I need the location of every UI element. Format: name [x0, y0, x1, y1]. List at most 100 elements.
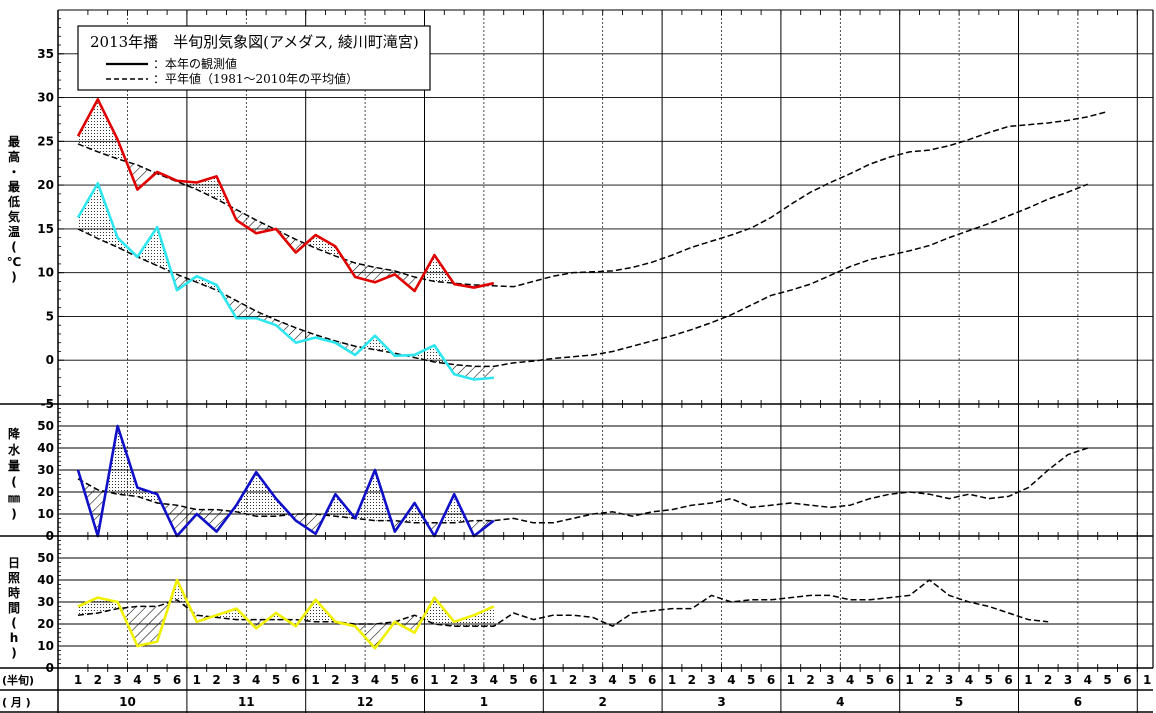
pentad-label: 3	[707, 673, 715, 687]
pentad-label: 6	[529, 673, 537, 687]
pentad-label: 4	[371, 673, 379, 687]
below-normal-fill	[375, 267, 395, 283]
precip-axis-title: (	[11, 475, 16, 489]
pentad-label: 2	[1044, 673, 1052, 687]
pentad-label: 4	[133, 673, 141, 687]
y-tick-label: 0	[46, 353, 54, 367]
precip-axis-title: 降	[8, 426, 21, 441]
pentad-label: 1	[668, 673, 676, 687]
above-normal-fill	[78, 597, 98, 616]
pentad-label: 4	[965, 673, 973, 687]
pentad-label: 4	[727, 673, 735, 687]
pentad-label: 5	[747, 673, 755, 687]
temp-axis-title: 最	[8, 135, 21, 149]
month-label: 4	[836, 695, 844, 709]
pentad-label: 6	[767, 673, 775, 687]
y-tick-label: 30	[37, 91, 54, 105]
pentad-label: 2	[569, 673, 577, 687]
temp-axis-title: (	[11, 240, 16, 254]
above-normal-fill	[78, 183, 98, 239]
temp-axis-title: ・	[8, 165, 20, 179]
min-temp-normal-line	[77, 183, 1089, 368]
month-label: 1	[480, 695, 488, 709]
pentad-label: 1	[311, 673, 319, 687]
y-tick-label: 20	[37, 485, 54, 499]
pentad-label: 4	[608, 673, 616, 687]
pentad-label: 1	[1024, 673, 1032, 687]
pentad-label: 3	[589, 673, 597, 687]
pentad-label: 1	[193, 673, 201, 687]
pentad-label: 4	[846, 673, 854, 687]
y-tick-label: 50	[37, 551, 54, 565]
pentad-label: 2	[450, 673, 458, 687]
pentad-label: 5	[866, 673, 874, 687]
y-tick-label: 35	[37, 47, 54, 61]
precip-normal-line	[77, 447, 1089, 524]
month-label: 12	[357, 695, 374, 709]
pentad-label: 3	[113, 673, 121, 687]
month-label: 10	[119, 695, 136, 709]
temp-axis-title: 気	[8, 209, 20, 224]
y-tick-label: 40	[37, 573, 54, 587]
below-normal-fill	[177, 505, 197, 536]
temp-axis-title: 温	[8, 225, 20, 239]
pentad-label: 5	[272, 673, 280, 687]
below-normal-fill	[295, 514, 316, 534]
y-tick-label: 25	[37, 134, 54, 148]
pentad-label: 5	[391, 673, 399, 687]
sunshine-line	[77, 578, 495, 650]
y-tick-label: 40	[37, 441, 54, 455]
temp-axis-title: ℃	[7, 255, 22, 269]
sun-axis-title: )	[11, 646, 16, 660]
y-tick-label: 10	[37, 639, 54, 653]
temp-axis-title: 高	[8, 149, 20, 164]
series-lines	[76, 98, 1108, 650]
legend-observed-label: ：本年の観測値	[153, 56, 237, 71]
pentad-label: 2	[925, 673, 933, 687]
pentad-label: 5	[1103, 673, 1111, 687]
pentad-label: 6	[1123, 673, 1131, 687]
pentad-label: 1	[905, 673, 913, 687]
pentad-label: 3	[945, 673, 953, 687]
x-row2-label: ( 月 )	[2, 696, 31, 709]
month-label: 2	[599, 695, 607, 709]
chart-title: 2013年播 半旬別気象図(アメダス, 綾川町滝宮)	[90, 33, 419, 51]
month-label: 5	[955, 695, 963, 709]
precip-axis-title: 量	[8, 459, 20, 473]
below-normal-fill	[394, 615, 415, 633]
y-tick-label: 30	[37, 595, 54, 609]
pentad-label: 3	[470, 673, 478, 687]
precip-axis-title: 水	[8, 442, 21, 457]
pentad-label: 5	[628, 673, 636, 687]
below-normal-fill	[236, 209, 257, 234]
pentad-label: 3	[826, 673, 834, 687]
sun-axis-title: 日	[8, 556, 20, 570]
pentad-label: 4	[252, 673, 260, 687]
above-normal-fill	[97, 99, 118, 159]
above-normal-fill	[315, 235, 336, 257]
min-temp-line	[76, 182, 494, 381]
sunshine-normal-line	[77, 579, 1049, 627]
sun-axis-title: h	[10, 631, 19, 645]
pentad-label: 6	[1004, 673, 1012, 687]
pentad-label: 5	[985, 673, 993, 687]
month-label: 11	[238, 695, 255, 709]
above-normal-fill	[78, 99, 98, 152]
y-tick-label: 20	[37, 178, 54, 192]
temp-axis-title: )	[11, 270, 16, 284]
temp-axis-title: 低	[7, 194, 20, 209]
below-normal-fill	[137, 606, 158, 646]
below-normal-fill	[256, 311, 276, 326]
y-tick-label: 20	[37, 617, 54, 631]
pentad-label: 3	[351, 673, 359, 687]
y-tick-label: 50	[37, 419, 54, 433]
below-normal-fill	[236, 300, 257, 319]
temp-axis-title: 最	[8, 180, 21, 194]
above-normal-fill	[137, 487, 158, 503]
y-tick-label: 15	[37, 222, 54, 236]
pentad-label: 2	[94, 673, 102, 687]
precip-axis-title: )	[11, 507, 16, 521]
precip-axis-title: ㎜	[8, 491, 20, 505]
